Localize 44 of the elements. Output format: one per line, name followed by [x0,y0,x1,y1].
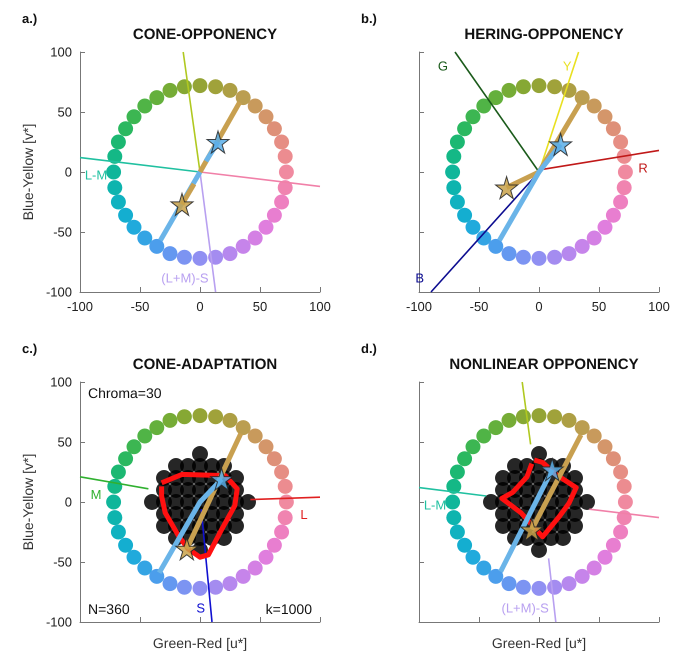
x-axis-title: Green-Red [u*] [152,635,248,651]
y-tick-label: 100 [50,44,72,60]
annotation: Chroma=30 [88,385,162,401]
y-axis-title: Blue-Yellow [v*] [20,124,36,220]
y-tick-label: 0 [64,164,72,180]
y-tick-label: -100 [46,284,72,300]
y-tick-label: -50 [53,224,72,240]
x-tick-label: 0 [535,299,543,314]
text: a.) [22,11,38,26]
x-tick-label: 0 [196,299,204,314]
x-tick-label: -50 [470,299,488,314]
x-tick-label: 50 [252,299,268,314]
chart-title: CONE-ADAPTATION [132,356,278,373]
series-label: G [438,58,448,74]
chart-title: NONLINEAR OPPONENCY [449,356,639,373]
series-label: M [90,486,102,502]
series-label: (L+M)-S [161,270,209,286]
text: d.) [361,341,377,356]
y-tick-label: -50 [53,554,72,570]
y-tick-label: 0 [64,494,72,510]
text: b.) [361,11,377,26]
y-axis-title: Blue-Yellow [v*] [20,454,36,550]
y-tick-label: 50 [58,104,72,120]
series-label: S [196,600,206,616]
series-label: (L+M)-S [501,600,550,616]
chart-title: CONE-OPPONENCY [132,26,278,43]
x-tick-label: 100 [309,299,331,314]
x-axis-title: Green-Red [u*] [492,635,586,651]
x-tick-label: 100 [648,299,670,314]
series-label: L [300,507,308,522]
y-tick-label: 100 [50,374,72,390]
x-tick-label: -100 [406,299,432,314]
chart-title: HERING-OPPONENCY [464,26,624,43]
series-label: L-M [84,168,108,183]
series-label: R [638,160,648,176]
annotation: k=1000 [266,601,312,617]
text: c.) [22,341,38,356]
series-label: L-M [424,498,446,513]
y-tick-label: -100 [46,614,72,630]
x-tick-label: -50 [130,299,150,314]
annotation: N=360 [88,601,130,617]
series-label: Y [562,58,572,74]
y-tick-label: 50 [58,434,72,450]
x-tick-label: 50 [592,299,606,314]
